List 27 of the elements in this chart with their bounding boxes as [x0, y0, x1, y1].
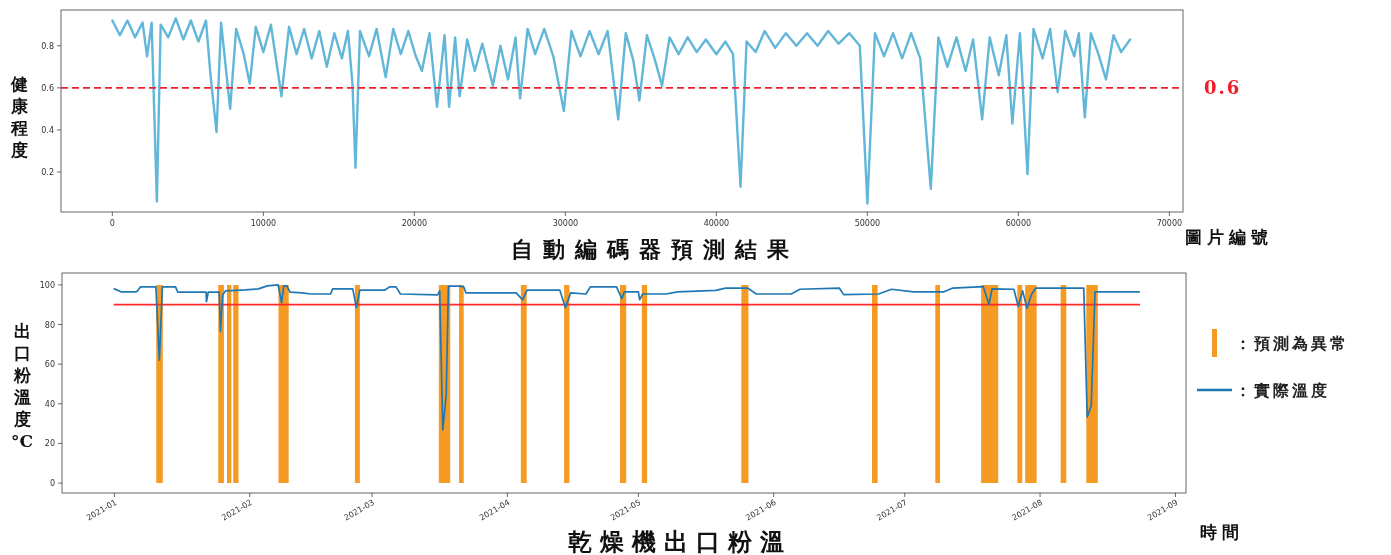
y-tick-label: 0	[49, 479, 55, 489]
y-axis-title: 健康程度	[9, 74, 29, 160]
x-axis-title: 時間	[1200, 522, 1244, 542]
y-tick-label: 0.4	[41, 125, 54, 135]
x-tick-label: 50000	[854, 219, 881, 228]
y-tick-label: 60	[44, 360, 55, 370]
x-tick-label: 40000	[703, 219, 730, 228]
legend-label: ：預測為異常	[1235, 334, 1349, 353]
y-tick-label: 40	[44, 399, 55, 409]
x-tick-label: 60000	[1005, 219, 1032, 228]
text: 乾燥機出口粉溫	[568, 527, 792, 555]
y-tick-label: 80	[44, 320, 55, 330]
y-tick-label: 100	[39, 280, 55, 290]
x-tick-label: 30000	[552, 219, 579, 228]
legend-label: ：實際溫度	[1235, 381, 1330, 400]
x-tick-label: 70000	[1156, 219, 1183, 228]
y-tick-label: 0.6	[41, 83, 54, 93]
text: 自動編碼器預測結果	[511, 236, 799, 262]
y-tick-label: 0.2	[41, 168, 54, 178]
x-axis-title: 圖片編號	[1185, 227, 1273, 247]
ref-line-label: 0.6	[1204, 76, 1242, 98]
x-tick-label: 0	[109, 219, 115, 228]
y-tick-label: 20	[44, 439, 55, 449]
y-axis-title: 出口粉溫度°C	[10, 321, 34, 451]
y-tick-label: 0.8	[41, 41, 54, 51]
x-tick-label: 10000	[250, 219, 277, 228]
x-tick-label: 20000	[401, 219, 428, 228]
